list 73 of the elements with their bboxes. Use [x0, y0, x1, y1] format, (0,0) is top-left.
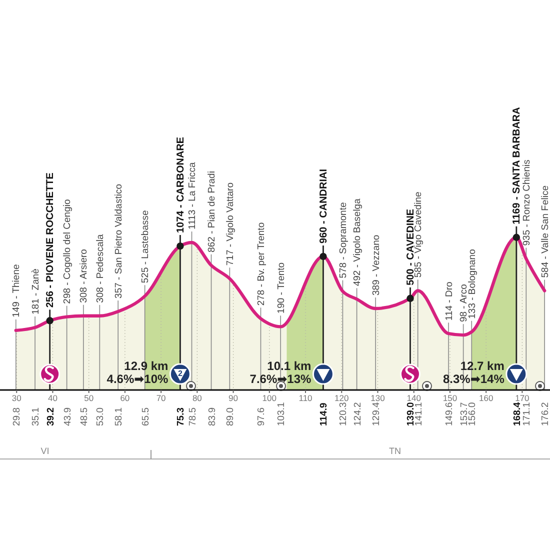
data-label: 717 - Vigolo Vattaro [224, 182, 236, 266]
x-tick-label: 160 [478, 393, 494, 403]
x-tick-label: 90 [228, 393, 238, 403]
x-tick-label: 50 [84, 393, 94, 403]
x2-tick-label: 124.2 [352, 402, 364, 426]
point [512, 234, 520, 241]
data-label: 190 - Trento [276, 262, 287, 314]
point [176, 242, 184, 250]
x-tick-label: 120 [334, 393, 349, 403]
data-label: 492 - Vigolo Baselga [352, 198, 364, 286]
band-label: 12.9 km 4.6%➡10% [106, 359, 169, 386]
data-label: 1169 - SANTA BARBARA [512, 107, 523, 224]
x-tick-label: 40 [48, 393, 58, 403]
x2-tick-label: 129.4 [371, 402, 382, 426]
x2-tick-label: 65.5 [140, 408, 152, 426]
x2-tick-label: 149.6 [444, 402, 456, 426]
data-label: 862 - Pian de Pradi [206, 171, 218, 252]
x-tick-label: 70 [156, 393, 166, 403]
x2-tick-label: 43.9 [62, 408, 74, 426]
x2-tick-label: 153.7 [458, 402, 470, 426]
x-tick-label: 80 [192, 393, 202, 403]
x2-tick-label: 83.9 [206, 408, 218, 426]
x2-tick-label: 48.5 [78, 408, 90, 426]
data-label: 525 - Lastebasse [140, 210, 152, 284]
data-label: 114 - Dro [444, 282, 455, 321]
x2-tick-label: 29.8 [11, 408, 22, 426]
data-label: 308 - Arsiero [78, 249, 90, 303]
data-label: 181 - Zanè [30, 268, 42, 314]
x-tick-label: 130 [370, 393, 386, 403]
x-tick-label: 140 [406, 393, 422, 403]
data-label: 578 - Sopramonte [338, 202, 350, 278]
x2-tick-label: 97.6 [256, 408, 268, 426]
data-label: 278 - Bv. per Trento [256, 222, 268, 306]
x2-tick-label: 78.5 [187, 408, 198, 426]
band-label: 10.1 km 7.6%➡13% [250, 359, 312, 386]
x2-tick-label: 89.0 [225, 408, 236, 426]
x2-tick-label: 39.2 [45, 408, 56, 426]
x2-tick-label: 120.3 [338, 402, 350, 426]
x-tick-label: 170 [515, 393, 530, 403]
data-label: 298 - Cogollo del Cengio [62, 199, 74, 304]
x-tick-label: 30 [12, 393, 22, 403]
data-label: 1113 - La Fricca [187, 162, 198, 230]
data-label: 1074 - CARBONARE [176, 136, 187, 234]
data-label: 960 - CANDRIAI [318, 168, 330, 244]
text: VI [40, 446, 50, 456]
x2-tick-label: 53.0 [95, 408, 106, 426]
x-tick-label: 60 [120, 393, 130, 403]
x2-tick-label: 35.1 [30, 408, 42, 426]
band-label: 12.7 km 8.3%➡14% [442, 359, 505, 386]
text: TN [389, 446, 401, 456]
data-label: 935 - Ronzo Chienis [521, 159, 532, 246]
x2-tick-label: 176.2 [540, 402, 550, 426]
x2-tick-label: 141.1 [413, 402, 424, 426]
x2-tick-label: 171.1 [522, 402, 533, 426]
x-tick-label: 110 [298, 393, 313, 403]
point [320, 252, 327, 260]
x2-tick-label: 103.1 [276, 402, 288, 426]
x-tick-label: 150 [442, 393, 458, 403]
x2-tick-label: 114.9 [318, 402, 330, 426]
x2-tick-label: 58.1 [114, 408, 125, 426]
data-label: 256 - PIOVENE ROCCHETTE [45, 172, 56, 308]
point [46, 317, 54, 324]
x2-tick-label: 156.0 [467, 402, 478, 426]
data-label: 389 - Vezzano [370, 234, 382, 296]
annotation: 2 [178, 369, 183, 378]
data-label: 357 - San Pietro Valdastico [113, 184, 124, 298]
x2-tick-label: 75.3 [176, 408, 187, 426]
x-tick-label: 100 [262, 393, 277, 403]
data-label: 149 - Thiene [11, 264, 22, 318]
data-label: 308 - Pedescala [94, 234, 106, 303]
point [406, 294, 414, 302]
data-label: 584 - Valle San Felice [540, 185, 550, 278]
x2-tick-label: 168.4 [512, 402, 523, 426]
